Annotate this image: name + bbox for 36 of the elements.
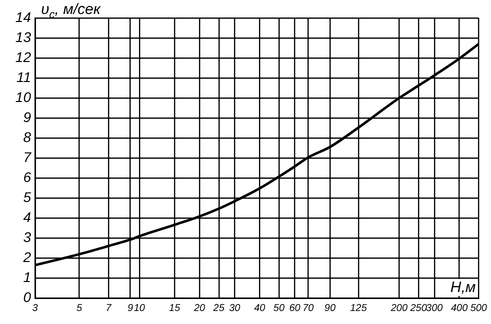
x-axis-title: Н,м: [450, 279, 476, 296]
x-tick-label: 60: [289, 302, 301, 314]
y-tick-label: 9: [23, 108, 32, 125]
y-tick-label: 7: [23, 148, 32, 165]
x-tick-label: 70: [302, 302, 314, 314]
x-tick-label: 25: [212, 302, 225, 314]
x-tick-label: 50: [273, 302, 285, 314]
y-tick-label: 11: [16, 68, 31, 85]
y-tick-label: 2: [22, 248, 32, 265]
x-tick-label: 300: [426, 302, 444, 314]
y-tick-label: 6: [23, 168, 32, 185]
x-tick-label: 10: [134, 302, 146, 314]
y-tick-label: 10: [15, 88, 32, 105]
x-tick-label: 500: [470, 302, 488, 314]
y-tick-label: 13: [15, 28, 32, 45]
x-tick-label: 9: [127, 302, 134, 314]
y-tick-label: 0: [23, 288, 32, 305]
y-tick-label: 8: [23, 128, 32, 145]
y-tick-label: 4: [23, 208, 32, 225]
y-tick-label: 14: [15, 8, 32, 25]
x-tick-label: 5: [76, 302, 83, 314]
x-tick-label: 250: [409, 302, 428, 314]
x-tick-label: 30: [229, 302, 241, 314]
x-tick-label: 90: [324, 302, 336, 314]
x-tick-label: 125: [350, 302, 368, 314]
y-tick-label: 1: [23, 268, 31, 285]
x-tick-label: 7: [106, 302, 112, 314]
x-tick-label: 40: [254, 302, 266, 314]
x-tick-label: 20: [192, 302, 206, 314]
x-tick-label: 15: [169, 302, 181, 314]
y-tick-label: 3: [23, 228, 32, 245]
y-tick-label: 5: [23, 188, 32, 205]
x-tick-label: 200: [390, 302, 408, 314]
x-tick-label: 400: [450, 302, 468, 314]
x-tick-label: 3: [32, 302, 38, 314]
y-tick-label: 12: [15, 48, 32, 65]
